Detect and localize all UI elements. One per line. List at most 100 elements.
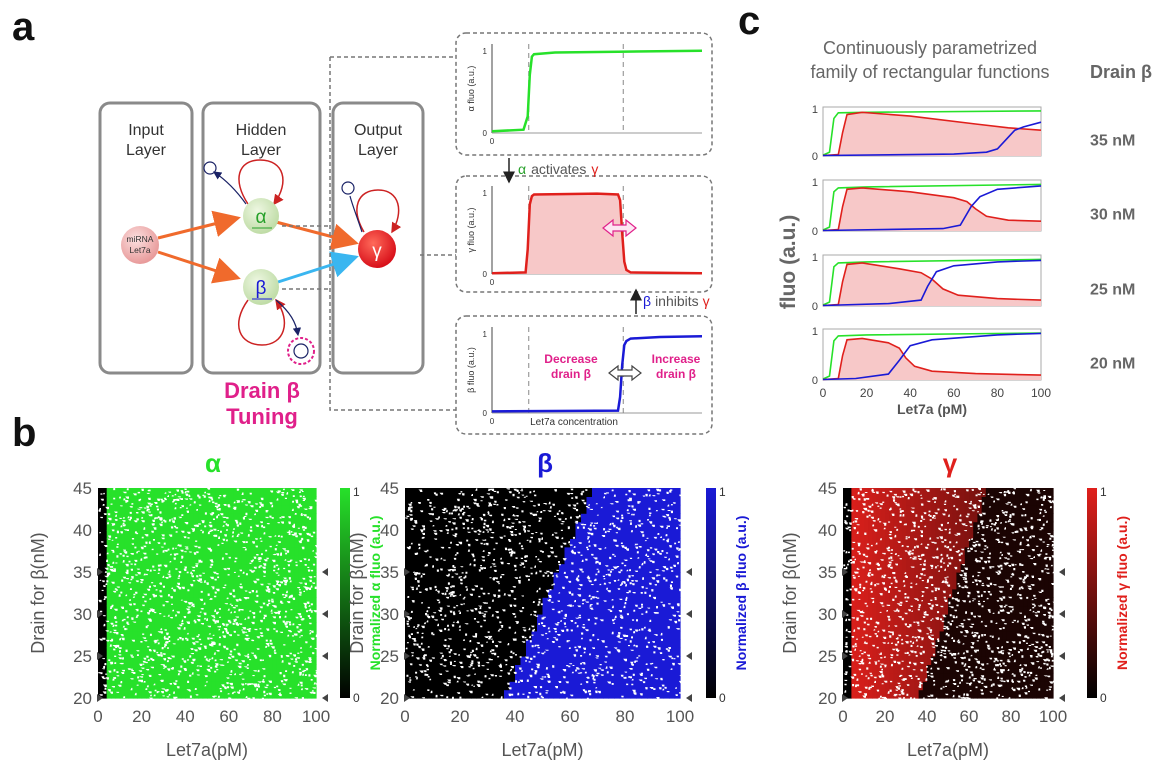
b-heatmap-cell — [548, 630, 555, 640]
a-xtick-0: 0 — [490, 137, 495, 146]
b-heatmap-cell — [250, 588, 256, 598]
b-heatmap-cell — [119, 614, 125, 623]
b-heatmap-cell — [575, 689, 582, 699]
b-heatmap-cell — [893, 563, 899, 573]
b-heatmap-cell — [943, 681, 949, 691]
b-heatmap-cell — [1040, 538, 1046, 548]
b-heatmap-cell — [1023, 496, 1029, 506]
b-heatmap-cell — [416, 504, 423, 514]
b-heatmap-cell — [922, 597, 928, 607]
a-ytick-0: 0 — [483, 409, 488, 418]
b-heatmap-cell — [410, 605, 417, 615]
b-heatmap-cell — [1044, 504, 1050, 514]
b-heatmap-cell — [272, 647, 278, 657]
b-heatmap-cell — [969, 504, 974, 514]
input-node-line1: miRNA — [127, 234, 154, 244]
b-heatmap-cell — [498, 546, 505, 556]
b-heatmap-cell — [943, 656, 949, 665]
b-heatmap-cell — [128, 630, 134, 640]
alpha-subplot-frame — [455, 32, 713, 156]
b-heatmap-cell — [537, 614, 544, 623]
b-heatmap-cell — [159, 622, 164, 632]
b-heatmap-cell — [515, 672, 522, 682]
b-heatmap-cell — [948, 672, 953, 682]
b-heatmap-cell — [504, 689, 511, 699]
b-heatmap-cell — [493, 588, 500, 598]
b-heatmap-cell — [1019, 580, 1025, 590]
b-heatmap-cell — [255, 563, 260, 573]
b-heatmap-cell — [1002, 496, 1008, 506]
b-heatmap-cell — [263, 580, 269, 590]
b-heatmap-cell — [603, 605, 610, 615]
b-heatmap-cell — [98, 689, 103, 699]
b-heatmap-cell — [193, 580, 199, 590]
b-heatmap-cell — [276, 572, 282, 581]
b-heatmap-cell — [460, 546, 467, 556]
b-heatmap-cell — [150, 538, 156, 548]
b-heatmap-cell — [416, 664, 423, 674]
b-heatmap-cell — [259, 513, 265, 523]
b-heatmap-cell — [202, 530, 208, 539]
b-heatmap-cell — [960, 647, 966, 657]
b-heatmap-cell — [124, 513, 130, 523]
b-heatmap-cell — [487, 555, 494, 565]
b-heatmap-cell — [948, 614, 953, 623]
b-heatmap-cell — [893, 488, 899, 497]
b-heatmap-cell — [855, 622, 861, 632]
b-heatmap-cell — [124, 630, 130, 640]
b-heatmap-cell — [421, 555, 428, 565]
b-heatmap-cell — [1027, 496, 1033, 506]
b-heatmap-cell — [1036, 664, 1041, 674]
b-heatmap-cell — [542, 513, 549, 523]
hidden-layer-label: Hidden Layer — [236, 122, 287, 159]
b-heatmap-cell — [985, 563, 991, 573]
b-heatmap-cell — [193, 656, 199, 665]
b-heatmap-cell — [215, 639, 221, 649]
b-heatmap-cell — [405, 513, 412, 523]
b-heatmap-cell — [843, 672, 848, 682]
b-heatmap-cell — [973, 622, 978, 632]
b-heatmap-cell — [969, 672, 974, 682]
b-heatmap-cell — [246, 656, 252, 665]
b-heatmap-cell — [880, 530, 886, 539]
b-heatmap-cell — [487, 681, 494, 691]
b-heatmap-cell — [111, 664, 117, 674]
b-heatmap-cell — [922, 681, 928, 691]
b-heatmap-cell — [487, 656, 494, 665]
b-heatmap-cell — [482, 580, 489, 590]
b-heatmap-cell — [964, 572, 970, 581]
b-heatmap-cell — [641, 563, 648, 573]
b-heatmap-cell — [864, 580, 869, 590]
b-heatmap-cell — [465, 580, 472, 590]
b-heatmap-cell — [311, 681, 317, 691]
b-heatmap-cell — [255, 672, 260, 682]
b-heatmap-cell — [504, 622, 511, 632]
b-heatmap-cell — [427, 597, 434, 607]
b-heatmap-cell — [564, 622, 571, 632]
b-heatmap-cell — [663, 546, 670, 556]
b-heatmap-cell — [276, 639, 282, 649]
c-green-line — [822, 258, 1042, 306]
b-heatmap-cell — [220, 546, 226, 556]
b-heatmap-cell — [901, 580, 907, 590]
b-heatmap-cell — [669, 614, 676, 623]
b-heatmap-cell — [460, 580, 467, 590]
b-heatmap-cell — [592, 681, 599, 691]
b-heatmap-cell — [880, 496, 886, 506]
b-heatmap-cell — [98, 488, 103, 497]
b-heatmap-cell — [246, 647, 252, 657]
b-heatmap-cell — [914, 689, 920, 699]
b-heatmap-cell — [641, 605, 648, 615]
b-heatmap-cell — [189, 504, 195, 514]
b-heatmap-cell — [298, 513, 304, 523]
b-heatmap-cell — [889, 530, 894, 539]
b-heatmap-cell — [471, 622, 478, 632]
b-heatmap-cell — [880, 563, 886, 573]
b-heatmap-cell — [154, 563, 160, 573]
b-heatmap-cell — [542, 488, 549, 497]
b-heatmap-cell — [885, 672, 890, 682]
b-heatmap-cell — [1015, 664, 1020, 674]
b-heatmap-cell — [263, 488, 269, 497]
b-heatmap-cell — [990, 588, 995, 598]
b-heatmap-cell — [994, 538, 999, 548]
